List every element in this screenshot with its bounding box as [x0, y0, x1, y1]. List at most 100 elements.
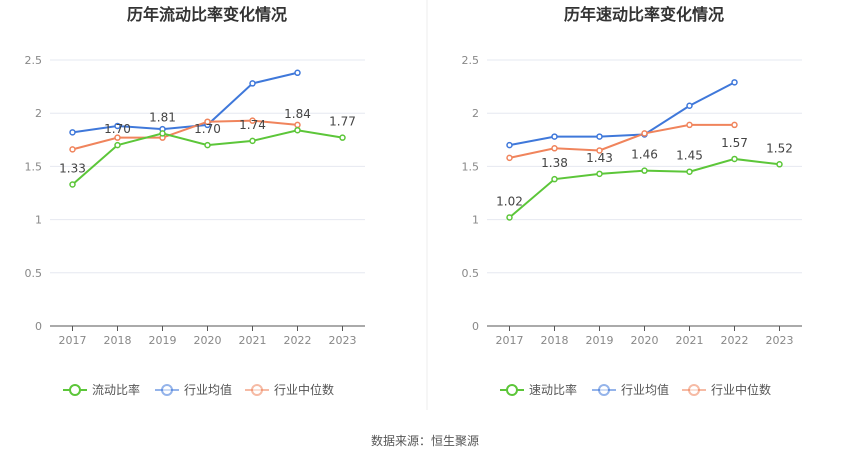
data-label: 1.52	[766, 141, 793, 155]
data-point-median[interactable]	[641, 130, 648, 137]
legend-item-main[interactable]: 速动比率	[500, 382, 577, 397]
x-tick-label: 2020	[631, 334, 659, 347]
legend-label: 行业均值	[621, 382, 669, 397]
data-point-avg[interactable]	[294, 69, 301, 77]
data-point-avg[interactable]	[731, 79, 738, 86]
data-point-main[interactable]	[249, 137, 256, 145]
data-point-main[interactable]	[294, 126, 301, 134]
y-tick-label: 2	[35, 107, 42, 120]
x-tick-label: 2021	[676, 334, 704, 347]
x-tick-label: 2023	[329, 334, 357, 347]
y-tick-label: 0	[35, 320, 42, 333]
y-tick-label: 1	[35, 214, 42, 227]
x-tick-label: 2020	[194, 334, 222, 347]
data-point-median[interactable]	[69, 146, 76, 153]
x-tick-label: 2018	[541, 334, 569, 347]
data-point-main[interactable]	[159, 130, 166, 137]
chart-title: 历年流动比率变化情况	[127, 5, 287, 24]
data-point-main[interactable]	[596, 170, 603, 178]
data-point-avg[interactable]	[114, 122, 121, 130]
legend-marker	[506, 384, 518, 396]
current-ratio-chart: 历年流动比率变化情况 0 0.5 1 1.5 2 2.5 2017 2018 2019 2020 20…	[25, 5, 365, 397]
data-point-main[interactable]	[506, 214, 513, 221]
data-label: 1.02	[496, 194, 523, 208]
data-label: 1.70	[194, 122, 221, 136]
data-point-median[interactable]	[686, 121, 693, 129]
series-line-avg	[509, 81, 735, 147]
legend-marker	[688, 384, 700, 396]
data-point-median[interactable]	[731, 121, 738, 129]
legend-marker	[598, 384, 610, 396]
data-label: 1.70	[104, 122, 131, 136]
data-point-avg[interactable]	[506, 141, 513, 149]
data-point-avg[interactable]	[69, 129, 76, 136]
x-tick-label: 2022	[284, 334, 312, 347]
data-label: 1.57	[721, 136, 748, 150]
legend-item-median[interactable]: 行业中位数	[682, 382, 771, 397]
series-line-median	[509, 123, 735, 159]
data-point-main[interactable]	[641, 167, 648, 174]
legend-item-main[interactable]: 流动比率	[63, 382, 140, 397]
y-tick-label: 0.5	[25, 267, 43, 280]
data-label: 1.33	[59, 161, 86, 175]
y-tick-label: 1.5	[25, 160, 43, 173]
legend-item-avg[interactable]: 行业均值	[155, 382, 232, 397]
x-tick-label: 2018	[104, 334, 132, 347]
legend-label: 流动比率	[92, 382, 140, 397]
x-tick-label: 2017	[59, 334, 87, 347]
x-tick-label: 2022	[721, 334, 749, 347]
data-point-avg[interactable]	[596, 133, 603, 140]
data-point-avg[interactable]	[249, 80, 256, 87]
legend-label: 行业均值	[184, 382, 232, 397]
series-line-median	[72, 119, 298, 151]
x-tick-label: 2023	[766, 334, 794, 347]
data-point-main[interactable]	[776, 161, 783, 168]
data-point-main[interactable]	[204, 141, 211, 149]
data-point-median[interactable]	[204, 118, 211, 125]
y-tick-label: 0.5	[462, 267, 480, 280]
y-tick-label: 1.5	[462, 160, 480, 173]
data-label: 1.84	[284, 107, 311, 121]
x-tick-label: 2019	[149, 334, 177, 347]
data-point-main[interactable]	[114, 141, 121, 149]
data-label: 1.77	[329, 115, 356, 129]
legend-label: 速动比率	[529, 382, 577, 397]
x-tick-label: 2017	[496, 334, 524, 347]
data-label: 1.45	[676, 149, 703, 163]
y-tick-label: 2	[472, 107, 479, 120]
data-point-main[interactable]	[339, 134, 346, 141]
data-label: 1.43	[586, 151, 613, 165]
legend-marker	[161, 384, 173, 396]
data-label: 1.81	[149, 110, 176, 124]
data-point-median[interactable]	[506, 154, 513, 162]
chart-title: 历年速动比率变化情况	[564, 5, 724, 24]
data-point-main[interactable]	[551, 175, 558, 183]
data-label: 1.38	[541, 156, 568, 170]
data-point-main[interactable]	[686, 168, 693, 175]
data-point-median[interactable]	[249, 117, 256, 124]
data-point-main[interactable]	[731, 155, 738, 163]
data-point-avg[interactable]	[551, 133, 558, 140]
data-point-avg[interactable]	[686, 102, 693, 110]
y-tick-label: 2.5	[25, 54, 43, 67]
legend-marker	[69, 384, 81, 396]
legend-marker	[251, 384, 263, 396]
source-note: 数据来源：恒生聚源	[371, 433, 479, 448]
legend-label: 行业中位数	[274, 382, 334, 397]
x-tick-label: 2019	[586, 334, 614, 347]
data-point-median[interactable]	[551, 145, 558, 152]
data-point-main[interactable]	[69, 181, 76, 188]
y-tick-label: 1	[472, 214, 479, 227]
data-point-median[interactable]	[294, 121, 301, 129]
data-label: 1.46	[631, 148, 658, 162]
legend-item-avg[interactable]: 行业均值	[592, 382, 669, 397]
legend-item-median[interactable]: 行业中位数	[245, 382, 334, 397]
y-tick-label: 2.5	[462, 54, 480, 67]
data-point-median[interactable]	[114, 134, 121, 141]
y-tick-label: 0	[472, 320, 479, 333]
x-tick-label: 2021	[239, 334, 267, 347]
data-point-median[interactable]	[596, 147, 603, 154]
legend-label: 行业中位数	[711, 382, 771, 397]
